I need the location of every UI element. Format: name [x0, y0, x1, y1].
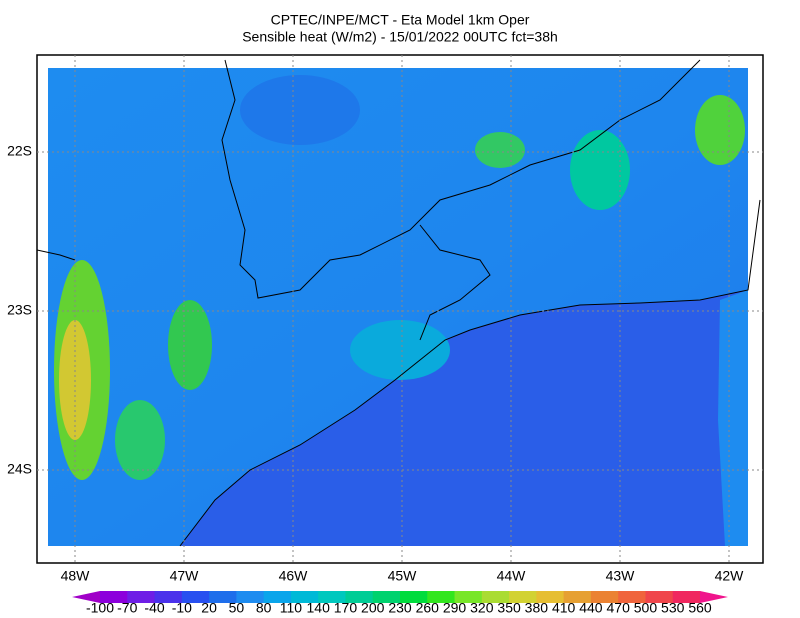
colorbar-box [536, 591, 565, 603]
colorbar-box [181, 591, 210, 603]
colorbar-label: -70 [117, 600, 137, 616]
lon-label: 46W [279, 568, 309, 584]
ocean-field [180, 290, 748, 546]
colorbar-label: 320 [470, 600, 494, 616]
colorbar-label: 350 [497, 600, 521, 616]
colorbar-label: 80 [256, 600, 272, 616]
colorbar-box [345, 591, 374, 603]
ocean-edge [718, 290, 748, 546]
colorbar-box [509, 591, 537, 603]
lon-label: 47W [170, 568, 200, 584]
colorbar-box [318, 591, 346, 603]
title-line: Sensible heat (W/m2) - 15/01/2022 00UTC … [242, 29, 558, 45]
colorbar-label: 470 [607, 600, 631, 616]
graticule [37, 55, 763, 563]
colorbar-label: 230 [388, 600, 412, 616]
colorbar-label: 500 [634, 600, 658, 616]
lon-label: 42W [715, 568, 745, 584]
lat-label: 23S [7, 302, 32, 318]
colorbar-label: 260 [416, 600, 440, 616]
boundaries [36, 59, 761, 547]
lon-label: 44W [497, 568, 527, 584]
colorbar-box [645, 591, 674, 603]
colorbar-label: 380 [525, 600, 549, 616]
colorbar-box [590, 591, 619, 603]
coastline [179, 199, 761, 547]
colorbar-label: 290 [443, 600, 467, 616]
colorbar-label: 50 [229, 600, 245, 616]
lon-label: 43W [606, 568, 636, 584]
colorbar-box [127, 591, 156, 603]
warm-patch [115, 400, 165, 480]
state-border [36, 249, 76, 261]
state-border [221, 59, 701, 299]
colorbar: -100 -70 -40 -10 20 50 80 110 140 170 200 230 260 290… [72, 591, 728, 616]
colorbar-box [290, 591, 319, 603]
colorbar-box [154, 591, 183, 603]
colorbar-box [563, 591, 592, 603]
cool-patch [350, 320, 450, 380]
colorbar-box [672, 591, 701, 603]
lat-label: 24S [7, 461, 32, 477]
state-border [419, 224, 491, 341]
lat-label: 22S [7, 143, 32, 159]
colorbar-label: 410 [552, 600, 576, 616]
colorbar-label: -40 [144, 600, 164, 616]
cool-patch [240, 75, 360, 145]
lon-label: 48W [61, 568, 91, 584]
title-line: CPTEC/INPE/MCT - Eta Model 1km Oper [271, 12, 530, 28]
colorbar-box [618, 591, 646, 603]
colorbar-label: 440 [579, 600, 603, 616]
colorbar-box [100, 591, 128, 603]
colorbar-label: 200 [361, 600, 385, 616]
colorbar-label: -100 [86, 600, 114, 616]
colorbar-label: 20 [201, 600, 217, 616]
warm-patch [695, 95, 745, 165]
colorbar-end [72, 591, 100, 603]
colorbar-label: 140 [307, 600, 331, 616]
colorbar-end [700, 591, 728, 603]
colorbar-label: 170 [334, 600, 358, 616]
labels: CPTEC/INPE/MCT - Eta Model 1km OperSensi… [7, 12, 744, 584]
colorbar-box [481, 591, 510, 603]
colorbar-box [454, 591, 483, 603]
colorbar-box [236, 591, 265, 603]
colorbar-label: -10 [172, 600, 192, 616]
colorbar-box [209, 591, 237, 603]
lon-label: 45W [388, 568, 418, 584]
warm-patch [570, 130, 630, 210]
colorbar-label: 530 [661, 600, 685, 616]
field [48, 68, 748, 546]
colorbar-box [372, 591, 401, 603]
warm-patch [475, 132, 525, 168]
colorbar-box [400, 591, 428, 603]
colorbar-label: 110 [280, 600, 303, 616]
colorbar-label: 560 [688, 600, 712, 616]
colorbar-box [427, 591, 456, 603]
warm-patch [168, 300, 212, 390]
colorbar-box [263, 591, 292, 603]
